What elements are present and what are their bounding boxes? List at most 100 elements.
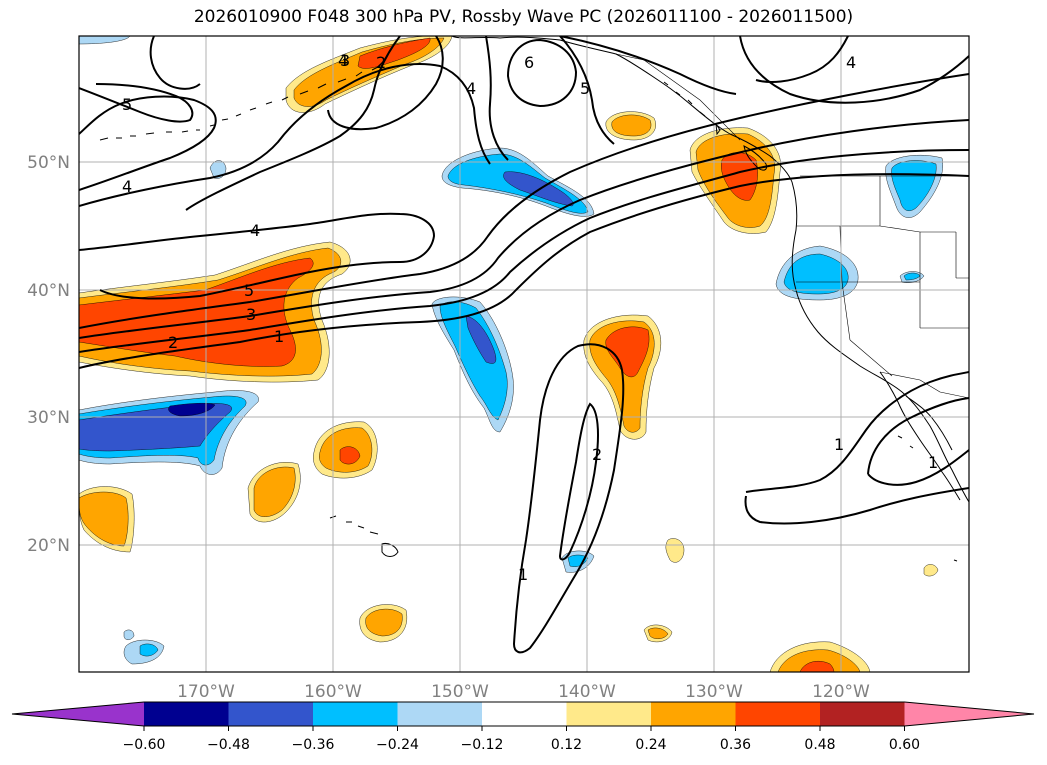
pv-negative-anomaly-rockies-core: [891, 160, 937, 211]
colorbar-extension-negative: [12, 702, 144, 726]
lat-label-40n: 40°N: [27, 281, 70, 301]
colorbar-segment: [820, 702, 905, 726]
contour-label: 1: [518, 565, 528, 584]
alaska-coast: [451, 36, 969, 503]
alaska-canada-border: [615, 53, 741, 141]
pv-positive-anomaly-small-4-core: [79, 491, 129, 547]
colorbar-segment: [313, 702, 398, 726]
contour-label: 4: [338, 51, 348, 70]
contour-14: [485, 36, 509, 161]
colorbar-tick-label: −0.60: [123, 737, 166, 753]
baja-coast: [879, 371, 961, 501]
map-title: 2026010900 F048 300 hPa PV, Rossby Wave …: [193, 7, 854, 27]
mexico-coast: [905, 395, 953, 451]
political-borders: [615, 53, 969, 399]
contour-label: 4: [250, 221, 260, 240]
contour-label: 2: [168, 333, 178, 352]
lon-label-120w: 120°W: [812, 682, 870, 702]
pv-positive-anomaly-small-9: [923, 564, 939, 577]
pv-negative-anomaly-west-core: [79, 403, 232, 452]
colorbar-segment: [735, 702, 820, 726]
colorbar-tick-label: 0.48: [804, 737, 835, 753]
lon-label-140w: 140°W: [558, 682, 616, 702]
pv-negative-anomaly-western-us-core: [783, 253, 849, 295]
contour-1: [79, 173, 969, 369]
contour-16: [755, 36, 849, 83]
pc-contours: [79, 36, 969, 654]
contour-8: [79, 83, 194, 123]
colorbar-extension-positive: [904, 702, 1034, 726]
lat-label-30n: 30°N: [27, 408, 70, 428]
colorbar-tick-label: −0.48: [207, 737, 250, 753]
contour-13: [559, 36, 615, 145]
pv-negative-anomaly-small-5: [123, 629, 135, 640]
pv-positive-anomaly-small-2-max: [339, 446, 361, 465]
contour-label: 5: [244, 281, 254, 300]
contour-labels: 5 4 4 4 5 3 2 1 6 4 5 3 2 4 2 1 1 1: [122, 51, 938, 584]
contour-10: [327, 36, 444, 131]
colorbar: −0.60 −0.48 −0.36 −0.24 −0.12 0.12 0.24 …: [11, 701, 1035, 753]
aleutian-islands-west: [99, 130, 189, 141]
colorbar-segment: [651, 702, 736, 726]
lon-label-130w: 130°W: [685, 682, 743, 702]
gulf-islands: [897, 435, 958, 562]
pv-positive-anomaly-subtropical-core: [605, 326, 650, 378]
contour-label: 1: [928, 453, 938, 472]
contour-11: [149, 36, 201, 90]
pv-positive-anomaly-small-7: [665, 538, 685, 563]
lon-label-170w: 170°W: [177, 682, 235, 702]
contour-label: 4: [846, 53, 856, 72]
contour-mexico-3: [867, 397, 969, 475]
longitude-labels: 170°W 160°W 150°W 140°W 130°W 120°W: [177, 682, 870, 702]
contour-label: 1: [834, 435, 844, 454]
contour-label: 4: [122, 177, 132, 196]
lon-label-150w: 150°W: [431, 682, 489, 702]
contour-15: [739, 36, 969, 104]
map-content: 5 4 4 4 5 3 2 1 6 4 5 3 2 4 2 1 1 1: [79, 36, 969, 672]
contour-mexico-1: [745, 371, 969, 493]
contour-mexico-4: [867, 449, 969, 486]
lat-label-20n: 20°N: [27, 536, 70, 556]
contour-5: [79, 212, 436, 300]
pv-negative-anomaly-west-max: [168, 403, 216, 417]
pv-positive-anomaly-small-5-core: [365, 608, 403, 637]
pv-positive-anomaly-small-6-core: [777, 649, 861, 672]
contour-2: [79, 149, 969, 353]
colorbar-tick-label: 0.12: [551, 737, 582, 753]
contour-9: [185, 36, 401, 211]
colorbar-segment: [144, 702, 229, 726]
aleutian-islands: [196, 65, 381, 131]
contour-mexico-2: [744, 487, 969, 525]
colorbar-tick-label: −0.24: [376, 737, 419, 753]
colorbar-segment: [397, 702, 482, 726]
pv-negative-anomaly-small-1-core: [139, 643, 159, 657]
contour-label: 5: [122, 95, 132, 114]
coastlines: [99, 36, 969, 562]
pv-positive-anomaly-small-1-core: [611, 114, 652, 137]
pv-negative-anomaly-mid-pacific-mid: [439, 301, 508, 421]
vancouver-island: [743, 145, 767, 171]
pv-negative-anomaly-mid-pacific-core: [465, 315, 497, 364]
colorbar-tick-label: −0.36: [292, 737, 335, 753]
pv-positive-anomaly-aleutian-max: [357, 37, 431, 69]
contour-label: 3: [246, 305, 256, 324]
colorbar-segment: [228, 702, 313, 726]
contour-label: 2: [592, 445, 602, 464]
contour-4: [79, 73, 969, 329]
contour-label: 2: [376, 53, 386, 72]
contour-trough-2: [558, 402, 599, 561]
contour-label: 3: [340, 51, 350, 70]
contour-17: [559, 36, 737, 95]
colorbar-tick-label: −0.12: [461, 737, 504, 753]
colorbar-tick-label: 0.36: [720, 737, 751, 753]
us-mexico-border: [879, 371, 969, 399]
lon-label-160w: 160°W: [304, 682, 362, 702]
contour-label: 4: [466, 79, 476, 98]
pv-positive-anomaly-small-3-core: [253, 466, 296, 517]
contour-label: 5: [580, 79, 590, 98]
contour-trough-1: [512, 343, 625, 654]
contour-label: 6: [524, 53, 534, 72]
latitude-labels: 50°N 40°N 30°N 20°N: [27, 153, 70, 556]
pv-positive-anomaly-small-8-core: [647, 627, 669, 639]
